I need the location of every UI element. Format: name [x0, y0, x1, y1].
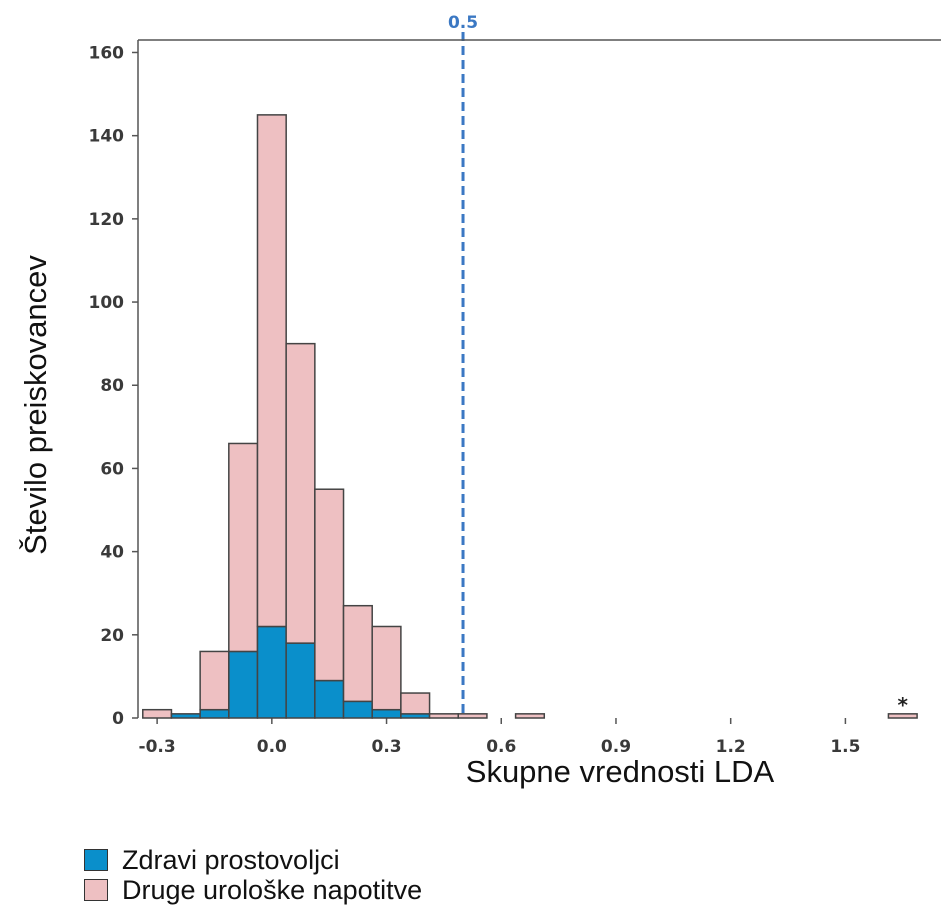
x-axis-label: Skupne vrednosti LDA: [466, 754, 775, 789]
x-tick-label: -0.3: [139, 737, 176, 757]
x-axis-ticks: -0.3 0.0 0.3 0.6 0.9 1.2 1.5: [139, 718, 860, 757]
bar-other-referrals: [228, 442, 259, 653]
bar-other-referrals: [142, 708, 173, 719]
y-tick-label: 60: [100, 459, 124, 479]
y-tick-label: 140: [89, 127, 125, 147]
bar-healthy: [342, 700, 373, 719]
bar-other-referrals: [514, 713, 546, 719]
bar-healthy: [228, 650, 259, 719]
legend: Zdravi prostovoljci Druge urološke napot…: [84, 845, 422, 905]
x-tick-label: 0.6: [486, 737, 516, 757]
y-tick-label: 0: [112, 709, 124, 729]
legend-label-other-referrals: Druge urološke napotitve: [122, 874, 423, 905]
bar-healthy: [256, 625, 287, 719]
x-tick-label: 0.3: [371, 737, 401, 757]
bar-other-referrals: [314, 488, 345, 682]
bar-healthy: [170, 713, 201, 719]
y-tick-label: 40: [100, 543, 124, 563]
legend-label-healthy: Zdravi prostovoljci: [122, 844, 340, 875]
bar-other-referrals: [400, 692, 431, 715]
y-tick-label: 120: [89, 210, 125, 230]
legend-item-healthy: Zdravi prostovoljci: [84, 845, 422, 875]
x-tick-label: 1.5: [830, 737, 860, 757]
bar-other-referrals: [371, 625, 402, 711]
legend-item-other-referrals: Druge urološke napotitve: [84, 875, 422, 905]
y-tick-label: 100: [89, 293, 125, 313]
bar-other-referrals: [342, 604, 373, 703]
legend-swatch-healthy: [84, 849, 108, 871]
bar-healthy: [199, 708, 230, 719]
bar-healthy: [371, 708, 402, 719]
bar-healthy: [314, 679, 345, 719]
y-tick-label: 80: [100, 376, 124, 396]
bar-other-referrals: [285, 342, 316, 644]
histogram-bars: [142, 114, 918, 719]
bar-other-referrals: [256, 114, 287, 628]
bar-other-referrals: [199, 650, 230, 711]
x-tick-label: 0.0: [257, 737, 287, 757]
bar-other-referrals: [457, 713, 488, 719]
y-axis-label: Število preiskovancev: [18, 255, 53, 555]
x-tick-label: 0.9: [601, 737, 631, 757]
threshold-label: 0.5: [448, 13, 478, 33]
y-axis-ticks: 0 20 40 60 80 100 120 140 160: [89, 43, 138, 729]
outlier-asterisk: *: [898, 693, 909, 717]
bar-healthy: [285, 642, 316, 719]
y-tick-label: 160: [89, 43, 125, 63]
bar-other-referrals: [428, 713, 459, 719]
legend-swatch-other-referrals: [84, 879, 108, 901]
x-tick-label: 1.2: [716, 737, 746, 757]
bar-other-referrals: [887, 713, 918, 719]
y-tick-label: 20: [100, 626, 124, 646]
